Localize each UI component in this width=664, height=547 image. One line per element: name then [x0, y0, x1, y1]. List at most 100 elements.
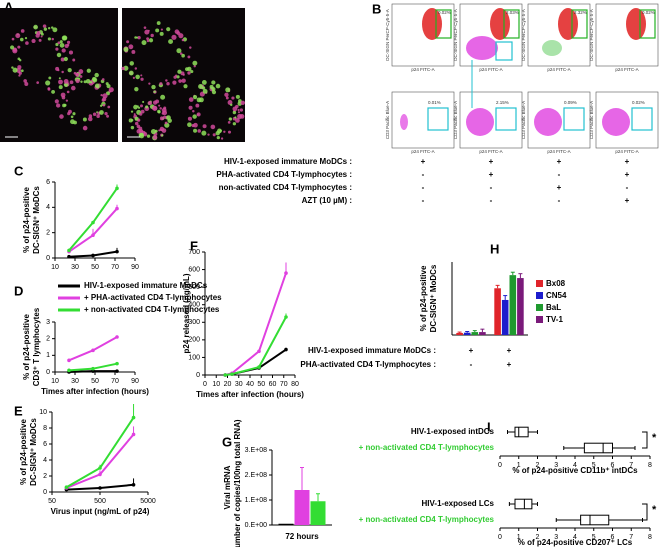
condition-mark: - [490, 196, 493, 205]
stain-dot [15, 33, 21, 39]
stain-dot [55, 103, 61, 108]
gate [571, 9, 588, 39]
flow-x-axis: p24 FITC-A [547, 149, 570, 154]
y-tick-label: 3.E+08 [245, 447, 267, 454]
y-tick-label: 3 [46, 319, 50, 326]
panel-label: D [14, 283, 23, 298]
stain-dot [42, 24, 47, 28]
stain-dot [134, 67, 138, 70]
y-tick-label: 4 [46, 204, 50, 211]
stain-dot [166, 27, 171, 32]
stain-dot [88, 114, 93, 118]
stain-dot [51, 26, 54, 29]
stain-dot [58, 77, 61, 80]
legend-swatch [536, 316, 543, 323]
stain-dot [227, 120, 231, 124]
stain-dot [178, 33, 184, 39]
point [115, 369, 119, 373]
x-tick-label: 4 [573, 534, 577, 541]
y-axis-label: CD3⁺ T lymphocytes [32, 307, 41, 386]
x-tick-label: 0 [498, 534, 502, 541]
stain-dot [168, 39, 174, 45]
stain-dot [143, 26, 147, 29]
condition-mark: + [557, 183, 562, 192]
stain-dot [134, 121, 139, 126]
stain-dot [24, 36, 28, 40]
panel-label: C [14, 163, 24, 178]
panel-label: G [222, 434, 232, 449]
stain-dot [80, 80, 83, 83]
stain-dot [239, 108, 244, 112]
stain-dot [102, 103, 106, 107]
stain-dot [140, 77, 144, 81]
stain-dot [216, 135, 220, 140]
series-label: + non-activated CD4 T-lymphocytes [359, 515, 495, 524]
stain-dot [12, 48, 18, 54]
stain-dot [210, 124, 216, 130]
stain-dot [183, 84, 188, 89]
stain-dot [48, 76, 52, 80]
stain-dot [202, 124, 207, 129]
stain-dot [82, 125, 88, 131]
stain-dot [18, 74, 21, 77]
stain-dot [137, 35, 141, 40]
point [115, 186, 119, 191]
stain-dot [123, 47, 129, 52]
cell-population [542, 40, 562, 56]
stain-dot [43, 27, 48, 31]
stain-dot [201, 130, 207, 136]
y-tick-label: 600 [188, 266, 200, 273]
stain-dot [66, 40, 71, 44]
condition-mark: - [422, 183, 425, 192]
panel-label: A [4, 0, 14, 14]
stain-dot [150, 128, 157, 135]
condition-mark: + [507, 360, 512, 369]
gate-percent: 2.03% [506, 10, 519, 15]
point [131, 432, 136, 437]
x-tick-label: 6 [611, 462, 615, 469]
y-tick-label: 300 [188, 319, 200, 326]
cell-population [466, 108, 494, 136]
point [67, 358, 71, 363]
point [223, 373, 228, 377]
y-tick-label: 0 [46, 369, 50, 376]
gate [427, 107, 449, 131]
x-tick-label: 5000 [140, 498, 156, 505]
stain-dot [153, 100, 158, 105]
bar [494, 288, 501, 335]
y-axis-label: Viral mRNA [223, 465, 232, 509]
x-tick-label: 8 [648, 534, 652, 541]
y-tick-label: 4 [43, 457, 47, 464]
gate [495, 41, 513, 61]
stain-dot [101, 78, 105, 81]
stain-dot [11, 66, 14, 69]
legend-swatch [536, 304, 543, 311]
stain-dot [17, 45, 21, 49]
stain-dot [159, 116, 164, 121]
condition-mark: + [489, 170, 494, 179]
stain-dot [150, 33, 154, 38]
condition-label: HIV-1-exposed immature MoDCs : [308, 346, 436, 355]
x-tick-label: 70 [111, 378, 119, 385]
stain-dot [134, 86, 139, 92]
stain-dot [11, 37, 15, 41]
stain-dot [55, 47, 59, 51]
stain-dot [220, 137, 224, 140]
x-tick-label: 5 [592, 462, 596, 469]
x-tick-label: 60 [269, 381, 277, 388]
y-tick-label: 10 [39, 409, 47, 416]
stain-dot [61, 95, 66, 100]
stain-dot [25, 41, 29, 45]
flow-x-axis: p24 FITC-A [411, 149, 434, 154]
stain-dot [72, 112, 76, 116]
y-tick-label: 0 [43, 489, 47, 496]
stain-dot [63, 56, 68, 62]
stain-dot [130, 110, 134, 113]
stain-dot [135, 36, 139, 39]
point [115, 206, 119, 211]
stain-dot [162, 110, 168, 116]
stain-dot [181, 78, 186, 83]
point [91, 366, 95, 371]
stain-dot [63, 82, 69, 87]
x-axis-label: % of p24-positive CD11b⁺ intDCs [512, 466, 638, 475]
